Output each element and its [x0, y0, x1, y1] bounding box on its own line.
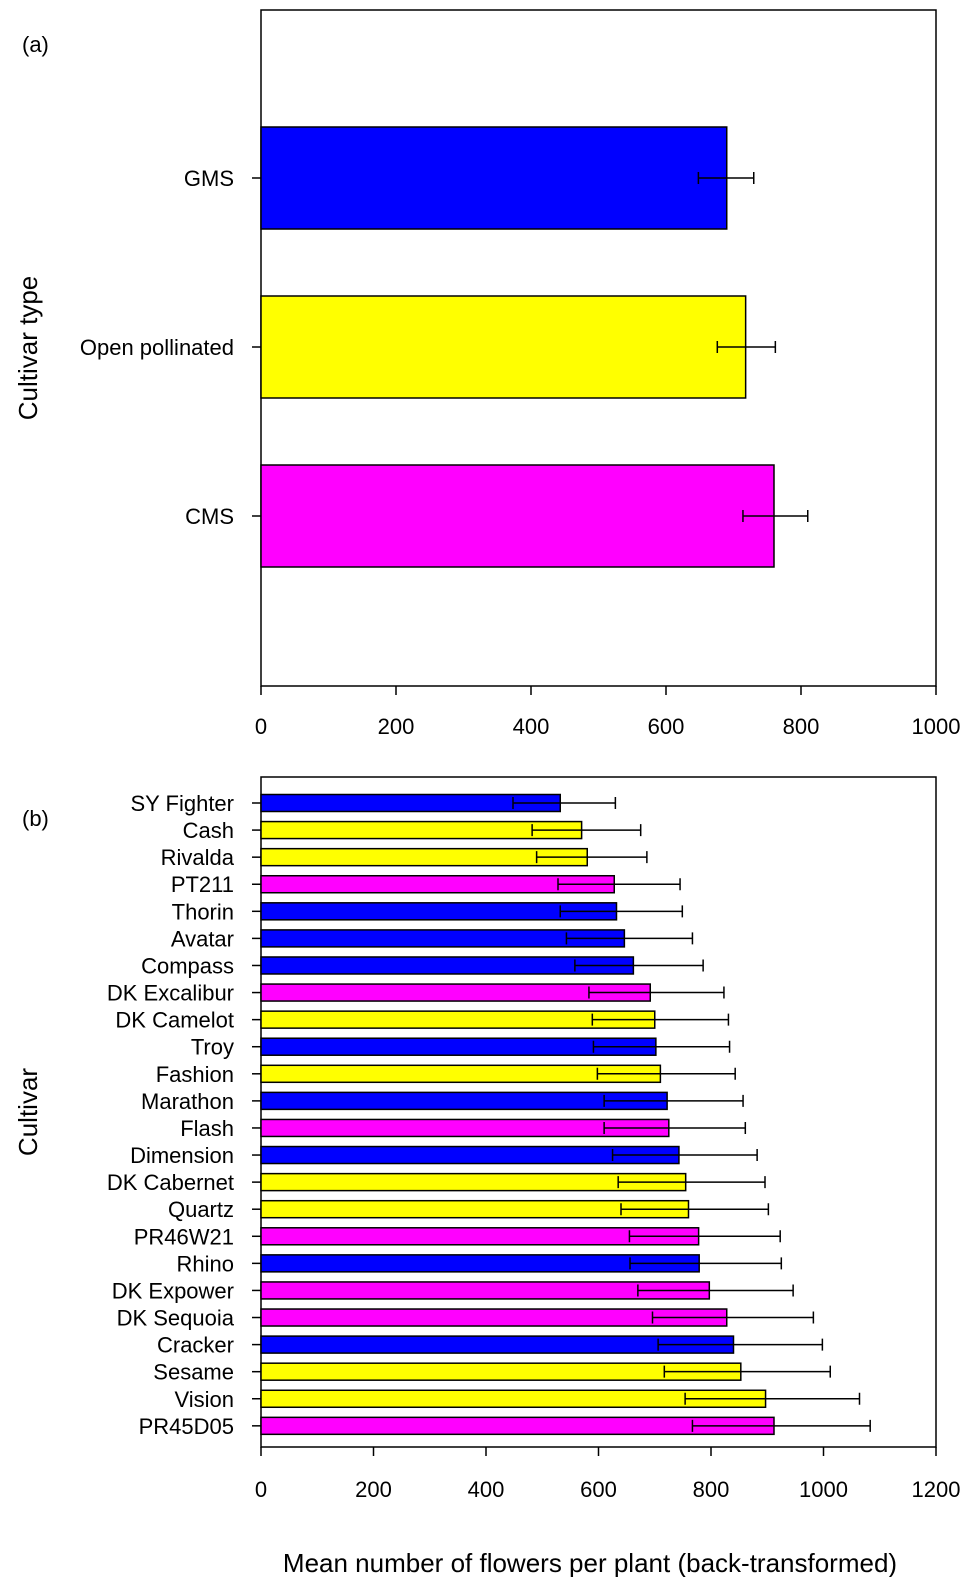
error-bar — [742, 510, 809, 522]
category-label: DK Sequoia — [117, 1306, 235, 1331]
error-bar — [531, 824, 642, 837]
error-bar — [603, 1121, 747, 1134]
panel-label: (b) — [22, 806, 49, 831]
category-label: Rivalda — [161, 845, 235, 870]
error-bar — [535, 851, 648, 864]
x-tick-label: 400 — [513, 714, 550, 739]
category-label: Dimension — [130, 1143, 234, 1168]
error-bar — [617, 1176, 766, 1189]
error-bar — [512, 797, 617, 809]
error-bar — [603, 1094, 744, 1107]
x-tick-label: 200 — [355, 1477, 392, 1502]
error-bar — [697, 172, 755, 184]
error-bar — [657, 1338, 824, 1351]
error-bar — [684, 1392, 861, 1405]
category-label: Sesame — [153, 1360, 234, 1385]
error-bar — [596, 1067, 736, 1080]
category-label: Thorin — [172, 899, 234, 924]
bar — [260, 295, 747, 399]
category-label: Compass — [141, 953, 234, 978]
y-axis-title: Cultivar — [13, 1068, 43, 1156]
category-label: Flash — [180, 1116, 234, 1141]
error-bar — [611, 1149, 758, 1162]
x-tick-label: 400 — [468, 1477, 505, 1502]
category-label: Quartz — [168, 1197, 234, 1222]
error-bar — [628, 1230, 781, 1243]
category-label: SY Fighter — [130, 791, 234, 816]
category-label: Cash — [183, 818, 234, 843]
category-label: Troy — [191, 1035, 234, 1060]
x-tick-label: 1000 — [912, 714, 961, 739]
error-bar — [663, 1365, 831, 1378]
category-label: CMS — [185, 504, 234, 529]
x-tick-label: 1000 — [799, 1477, 848, 1502]
error-bar — [620, 1203, 770, 1216]
x-tick-label: 0 — [255, 1477, 267, 1502]
category-label: Avatar — [171, 926, 234, 951]
category-label: GMS — [184, 166, 234, 191]
panel-a: 0 200 400 600 800 1000 (a) Cultivar type GMS Open… — [13, 9, 961, 739]
panel-b: 0 200 400 600 800 1000 1200 (b) Cultivar SY Fight… — [13, 776, 961, 1502]
category-label: Vision — [174, 1387, 234, 1412]
category-label: Marathon — [141, 1089, 234, 1114]
error-bar — [557, 878, 681, 891]
y-axis-title: Cultivar type — [13, 276, 43, 421]
bar — [260, 464, 775, 568]
error-bar — [588, 986, 725, 999]
error-bar — [716, 341, 777, 353]
x-tick-label: 200 — [378, 714, 415, 739]
category-label: DK Camelot — [115, 1008, 234, 1033]
category-label: Cracker — [157, 1333, 234, 1358]
error-bar — [591, 1013, 730, 1026]
x-tick-label: 1200 — [912, 1477, 961, 1502]
category-label: DK Excalibur — [107, 981, 234, 1006]
category-label: Rhino — [177, 1251, 234, 1276]
bar — [260, 126, 728, 230]
category-label: DK Cabernet — [107, 1170, 234, 1195]
category-label: Open pollinated — [80, 335, 234, 360]
error-bar — [574, 959, 704, 972]
error-bar — [559, 905, 684, 918]
error-bar — [592, 1040, 731, 1053]
category-label: Fashion — [156, 1062, 234, 1087]
x-tick-label: 600 — [648, 714, 685, 739]
error-bar — [651, 1311, 815, 1324]
error-bar — [565, 932, 694, 945]
panel-label: (a) — [22, 32, 49, 57]
x-axis-title: Mean number of flowers per plant (back-t… — [283, 1548, 897, 1577]
x-tick-label: 600 — [580, 1477, 617, 1502]
error-bar — [629, 1257, 783, 1270]
category-label: PR45D05 — [139, 1414, 234, 1439]
category-label: PR46W21 — [134, 1224, 234, 1249]
x-tick-label: 0 — [255, 714, 267, 739]
x-tick-label: 800 — [693, 1477, 730, 1502]
x-tick-label: 800 — [783, 714, 820, 739]
category-label: DK Expower — [112, 1278, 234, 1303]
category-label: PT211 — [171, 872, 234, 897]
error-bar — [691, 1419, 871, 1432]
error-bar — [637, 1284, 794, 1297]
